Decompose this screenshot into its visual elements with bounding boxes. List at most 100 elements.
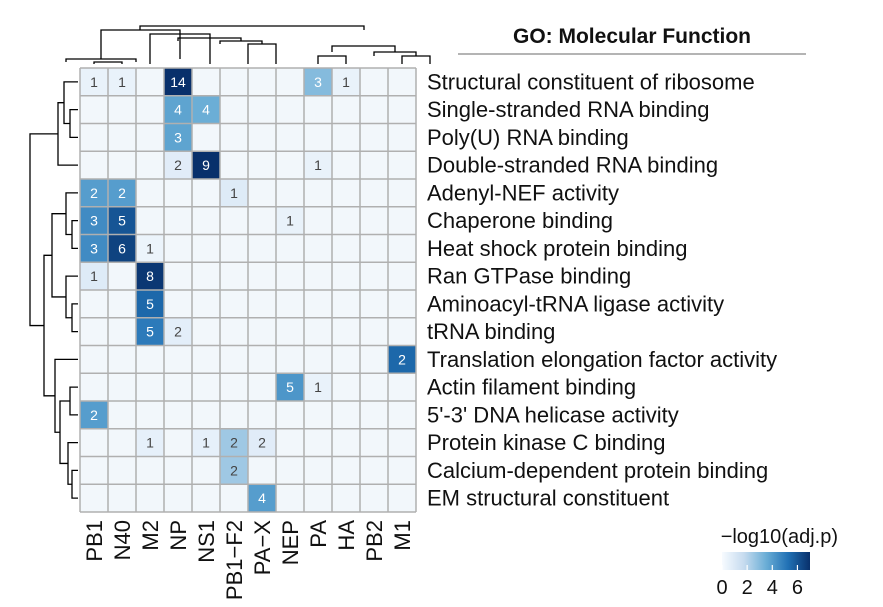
row-label: Single-stranded RNA binding bbox=[427, 97, 710, 122]
dendrogram-branch bbox=[331, 45, 396, 52]
cell-label: 5 bbox=[146, 324, 154, 340]
heatmap-cell bbox=[136, 290, 164, 318]
dendrogram-branch bbox=[401, 55, 431, 64]
heatmap-cell bbox=[80, 401, 108, 429]
heatmap-cell bbox=[136, 262, 164, 290]
column-label: NS1 bbox=[194, 520, 219, 563]
row-label: tRNA binding bbox=[427, 319, 555, 344]
cell-label: 1 bbox=[314, 379, 322, 395]
dendrogram-branch bbox=[63, 81, 78, 125]
cell-label: 2 bbox=[90, 407, 98, 423]
heatmap-cell bbox=[164, 317, 192, 346]
dendrogram-branch bbox=[71, 219, 78, 250]
column-labels: PB1 N40 M2 NP NS1 PB1−F2 PA−X NEP PA HA PB2 M1 bbox=[82, 520, 415, 600]
heatmap-cell bbox=[136, 317, 164, 346]
cell-label: 1 bbox=[342, 74, 350, 90]
heatmap-cell bbox=[276, 206, 304, 235]
heatmap-cell bbox=[304, 373, 332, 401]
dendrogram-branch bbox=[71, 469, 78, 499]
row-label: 5'-3' DNA helicase activity bbox=[427, 402, 679, 427]
row-label: Heat shock protein binding bbox=[427, 236, 688, 261]
heatmap-cell bbox=[108, 68, 136, 96]
legend-tick-label: 6 bbox=[792, 577, 803, 599]
row-label: Ran GTPase binding bbox=[427, 264, 631, 289]
row-label: Adenyl-NEF activity bbox=[427, 180, 619, 205]
column-label: PA−X bbox=[250, 520, 275, 576]
heatmap-cell bbox=[388, 345, 416, 374]
heatmap-cell bbox=[80, 68, 108, 96]
column-label: PB1−F2 bbox=[222, 520, 247, 600]
heatmap-cell bbox=[192, 95, 220, 124]
heatmap-cell bbox=[164, 68, 192, 96]
heatmap-cell bbox=[248, 428, 276, 457]
heatmap-cell bbox=[248, 484, 276, 512]
cell-label: 2 bbox=[230, 462, 238, 478]
row-label: Calcium-dependent protein binding bbox=[427, 458, 768, 483]
cell-label: 6 bbox=[118, 240, 126, 256]
dendrogram-branch bbox=[51, 213, 66, 298]
dendrogram-branch bbox=[69, 108, 78, 139]
column-label: M1 bbox=[390, 520, 415, 551]
heatmap-cell bbox=[80, 234, 108, 263]
cell-label: 3 bbox=[90, 213, 98, 229]
cell-label: 1 bbox=[146, 435, 154, 451]
cell-label: 9 bbox=[202, 157, 210, 173]
cell-label: 2 bbox=[398, 351, 406, 367]
column-label: N40 bbox=[110, 520, 135, 560]
row-label: Poly(U) RNA binding bbox=[427, 125, 629, 150]
legend-colorbar bbox=[722, 552, 810, 570]
dendrogram-branch bbox=[93, 61, 123, 64]
cell-label: 1 bbox=[314, 157, 322, 173]
cell-label: 4 bbox=[174, 102, 182, 118]
cell-label: 4 bbox=[258, 490, 266, 506]
heatmap-cell bbox=[192, 428, 220, 457]
cell-label: 1 bbox=[90, 74, 98, 90]
cell-label: 4 bbox=[202, 102, 210, 118]
cell-label: 1 bbox=[202, 435, 210, 451]
cell-label: 5 bbox=[146, 296, 154, 312]
dendrogram-branch bbox=[67, 441, 78, 485]
heatmap-cell bbox=[80, 179, 108, 207]
heatmap-cell bbox=[108, 206, 136, 235]
dendrogram-branch bbox=[43, 254, 55, 397]
legend-tick-label: 2 bbox=[742, 577, 753, 599]
dendrogram-branch bbox=[317, 55, 347, 64]
heatmap-cell bbox=[276, 373, 304, 401]
heatmap-cell bbox=[136, 234, 164, 263]
cell-label: 2 bbox=[90, 185, 98, 201]
heatmap-cell bbox=[220, 179, 248, 207]
heatmap-cell bbox=[164, 151, 192, 179]
heatmap-cell bbox=[80, 206, 108, 235]
column-label: HA bbox=[334, 520, 359, 551]
column-label: PA bbox=[306, 520, 331, 548]
row-label: Double-stranded RNA binding bbox=[427, 153, 718, 178]
cell-label: 8 bbox=[146, 268, 154, 284]
dendrogram-branch bbox=[71, 303, 78, 333]
row-label: Structural constituent of ribosome bbox=[427, 69, 755, 94]
cell-label: 2 bbox=[174, 324, 182, 340]
cell-label: 5 bbox=[118, 213, 126, 229]
heatmap-cells: 1 1 14 3 14 432 9 12 2 13 5 13 6 11 855 225 121 1 2 224 bbox=[79, 67, 417, 513]
dendrogram-branch bbox=[29, 133, 58, 327]
column-dendrogram bbox=[65, 25, 431, 64]
dendrogram-branch bbox=[57, 102, 78, 166]
cell-label: 1 bbox=[118, 74, 126, 90]
column-label: NEP bbox=[278, 520, 303, 565]
column-label: PB2 bbox=[362, 520, 387, 562]
chart-title: GO: Molecular Function bbox=[513, 25, 751, 48]
heatmap-cell bbox=[332, 68, 360, 96]
heatmap-cell bbox=[108, 179, 136, 207]
cell-label: 1 bbox=[286, 213, 294, 229]
row-dendrogram bbox=[29, 81, 78, 499]
cell-label: 3 bbox=[90, 240, 98, 256]
dendrogram-branch bbox=[54, 358, 78, 433]
cell-label: 1 bbox=[230, 185, 238, 201]
cell-label: 3 bbox=[314, 74, 322, 90]
legend-tick-label: 4 bbox=[767, 577, 778, 599]
row-label: Aminoacyl-tRNA ligase activity bbox=[427, 291, 724, 316]
row-label: Actin filament binding bbox=[427, 375, 636, 400]
legend-title: −log10(adj.p) bbox=[721, 526, 838, 548]
